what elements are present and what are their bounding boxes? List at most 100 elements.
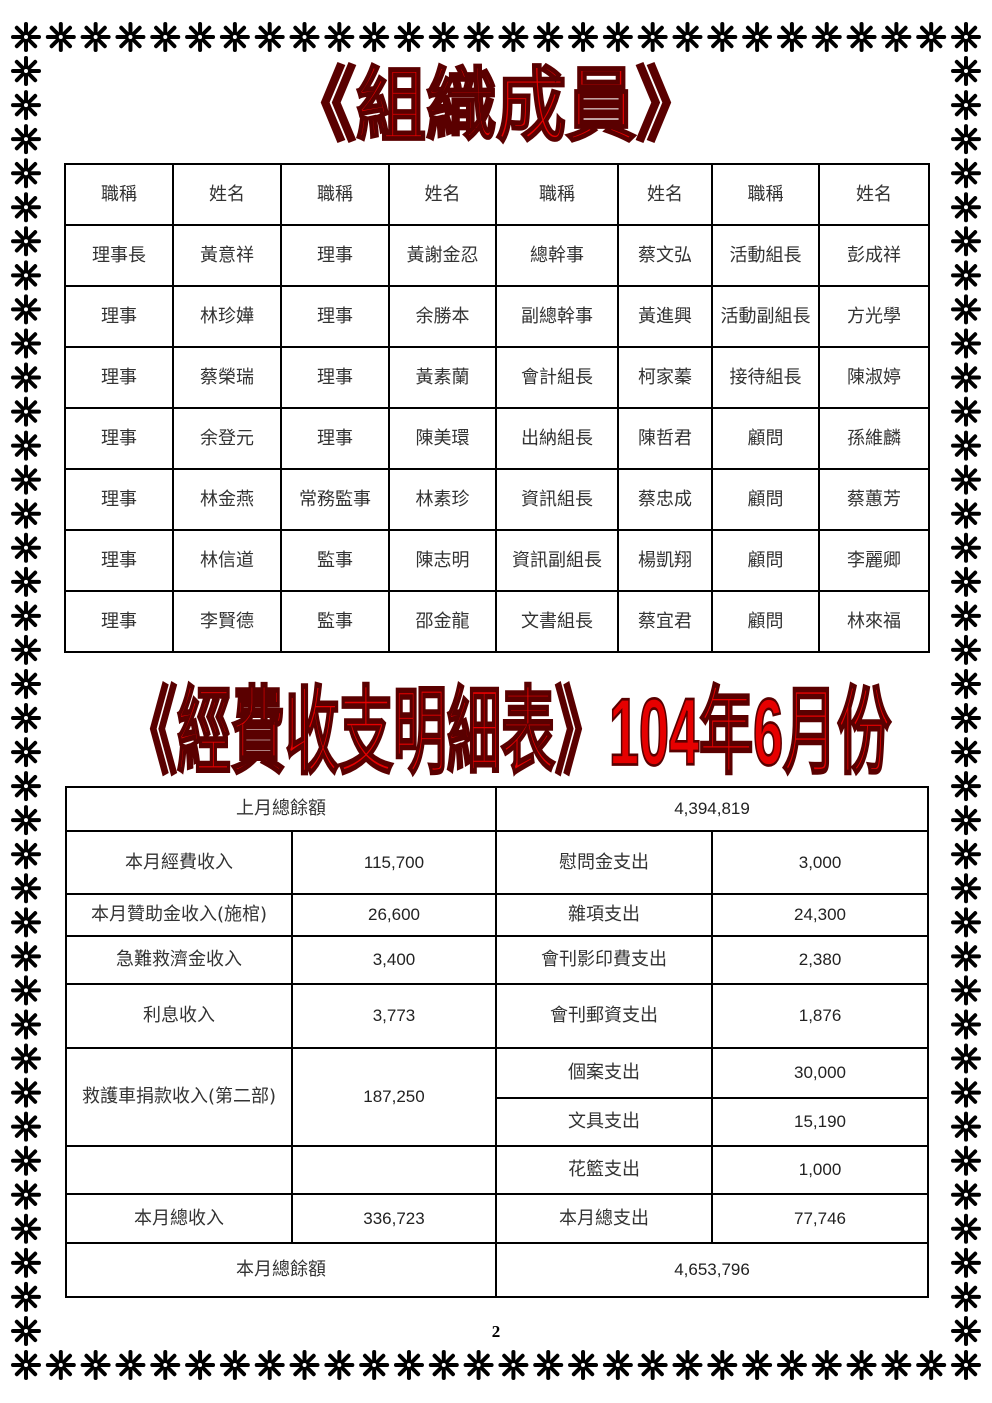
income-value: 26,600 — [291, 893, 497, 937]
member-name: 黃意祥 — [172, 224, 282, 287]
asterisk-icon — [951, 464, 981, 495]
table-row: 利息收入 3,773 會刊郵資支出 1,876 — [65, 983, 930, 1049]
asterisk-icon — [811, 22, 842, 52]
asterisk-icon — [951, 90, 981, 121]
asterisk-icon — [11, 634, 41, 665]
table-row: 急難救濟金收入 3,400 會刊影印費支出 2,380 — [65, 935, 930, 985]
asterisk-icon — [498, 1350, 529, 1380]
member-title: 總幹事 — [495, 224, 619, 287]
asterisk-icon — [11, 430, 41, 461]
member-name: 彭成祥 — [818, 224, 930, 287]
asterisk-icon — [150, 22, 181, 52]
asterisk-icon — [951, 1179, 981, 1210]
asterisk-icon — [11, 362, 41, 393]
asterisk-icon — [951, 294, 981, 325]
member-title: 理事 — [64, 529, 174, 592]
asterisk-icon — [951, 192, 981, 223]
asterisk-icon — [11, 56, 41, 87]
asterisk-icon — [672, 1350, 703, 1380]
asterisk-icon — [11, 498, 41, 529]
expense-label: 會刊郵資支出 — [495, 983, 713, 1049]
column-header: 職稱 — [280, 163, 390, 226]
income-label: 本月經費收入 — [65, 830, 293, 895]
members-title: 《組織成員》 — [0, 56, 992, 156]
column-header: 姓名 — [388, 163, 497, 226]
finance-title: 《經費收支明細表》104年6月份 — [0, 678, 987, 788]
member-name: 蔡忠成 — [617, 468, 713, 531]
header-row: 職稱 姓名 職稱 姓名 職稱 姓名 職稱 姓名 — [64, 163, 930, 226]
income-label: 利息收入 — [65, 983, 293, 1049]
asterisk-icon — [672, 22, 703, 52]
table-row: 本月經費收入 115,700 慰問金支出 3,000 — [65, 830, 930, 895]
member-name: 陳志明 — [388, 529, 497, 592]
prev-balance-value: 4,394,819 — [494, 786, 930, 832]
expense-value: 24,300 — [710, 893, 930, 937]
asterisk-icon — [11, 600, 41, 631]
expense-value: 15,190 — [710, 1097, 930, 1147]
table-row: 理事 林珍嬅 理事 余勝本 副總幹事 黃進興 活動副組長 方光學 — [64, 285, 930, 348]
asterisk-icon — [11, 464, 41, 495]
income-label: 急難救濟金收入 — [65, 935, 293, 985]
asterisk-icon — [951, 124, 981, 155]
asterisk-icon — [289, 1350, 320, 1380]
table-row: 花籃支出 1,000 — [65, 1145, 930, 1195]
asterisk-icon — [951, 805, 981, 836]
member-title: 顧問 — [711, 529, 820, 592]
asterisk-icon — [846, 1350, 877, 1380]
asterisk-icon — [11, 192, 41, 223]
member-title: 監事 — [280, 529, 390, 592]
asterisk-icon — [742, 22, 773, 52]
table-row: 理事 林信道 監事 陳志明 資訊副組長 楊凱翔 顧問 李麗卿 — [64, 529, 930, 592]
prev-balance-label: 上月總餘額 — [65, 786, 497, 832]
income-value: 115,700 — [291, 830, 497, 895]
asterisk-icon — [951, 1247, 981, 1278]
column-header: 姓名 — [818, 163, 930, 226]
table-row: 文具支出 15,190 — [66, 1097, 930, 1147]
asterisk-icon — [951, 634, 981, 665]
member-title: 監事 — [280, 590, 390, 653]
asterisk-icon — [11, 1281, 41, 1312]
asterisk-icon — [428, 1350, 459, 1380]
table-row: 理事 李賢德 監事 邵金龍 文書組長 蔡宜君 顧問 林來福 — [64, 590, 930, 653]
finance-table: 上月總餘額 4,394,819 本月經費收入 115,700 慰問金支出 3,0… — [65, 786, 930, 1298]
table-row: 理事 余登元 理事 陳美環 出納組長 陳哲君 顧問 孫維麟 — [64, 407, 930, 470]
members-title-text: 《組織成員》 — [285, 60, 707, 152]
member-title: 顧問 — [711, 407, 820, 470]
total-income-value: 336,723 — [291, 1193, 497, 1244]
asterisk-icon — [533, 1350, 564, 1380]
asterisk-icon — [254, 1350, 285, 1380]
asterisk-icon — [742, 1350, 773, 1380]
income-value: 187,250 — [291, 1047, 497, 1147]
expense-label: 文具支出 — [495, 1097, 713, 1147]
asterisk-icon — [951, 873, 981, 904]
asterisk-icon — [533, 22, 564, 52]
table-row: 本月總收入 336,723 本月總支出 77,746 — [65, 1193, 930, 1244]
asterisk-icon — [951, 260, 981, 291]
table-row: 理事 蔡榮瑞 理事 黃素蘭 會計組長 柯家蓁 接待組長 陳淑婷 — [64, 346, 930, 409]
asterisk-icon — [11, 226, 41, 257]
member-title: 理事 — [280, 407, 390, 470]
member-title: 資訊副組長 — [495, 529, 619, 592]
asterisk-icon — [11, 1077, 41, 1108]
asterisk-icon — [11, 1179, 41, 1210]
asterisk-icon — [80, 22, 111, 52]
asterisk-icon — [951, 56, 981, 87]
asterisk-icon — [951, 396, 981, 427]
asterisk-icon — [11, 839, 41, 870]
asterisk-icon — [11, 1043, 41, 1074]
member-title: 活動副組長 — [711, 285, 820, 348]
asterisk-icon — [11, 566, 41, 597]
asterisk-icon — [568, 1350, 599, 1380]
asterisk-icon — [185, 1350, 216, 1380]
asterisk-icon — [11, 90, 41, 121]
asterisk-icon — [951, 226, 981, 257]
total-expense-label: 本月總支出 — [495, 1193, 713, 1244]
asterisk-icon — [951, 328, 981, 359]
asterisk-icon — [951, 566, 981, 597]
expense-value: 3,000 — [710, 830, 930, 895]
expense-value: 2,380 — [710, 935, 930, 985]
column-header: 姓名 — [172, 163, 282, 226]
member-name: 方光學 — [818, 285, 930, 348]
expense-value: 30,000 — [710, 1047, 930, 1099]
